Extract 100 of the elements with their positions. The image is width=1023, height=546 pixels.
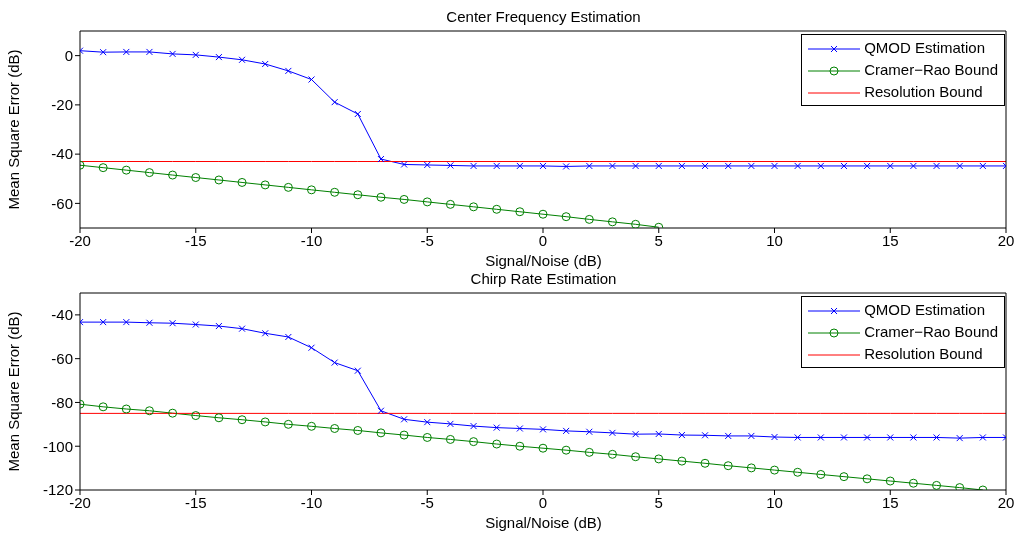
point — [469, 437, 479, 447]
x-tick-label: 5 — [654, 493, 663, 511]
point — [493, 162, 501, 170]
point — [144, 406, 154, 416]
x-tick-label: 20 — [997, 493, 1015, 511]
point — [723, 461, 733, 471]
point — [399, 194, 409, 204]
point — [192, 321, 200, 329]
point — [354, 110, 362, 118]
point — [608, 162, 616, 170]
point — [121, 404, 131, 414]
point — [237, 177, 247, 187]
x-tick-label: -10 — [300, 231, 323, 249]
point — [655, 430, 663, 438]
point — [145, 319, 153, 327]
point — [908, 478, 918, 488]
point — [631, 219, 641, 228]
point — [168, 170, 178, 180]
point — [399, 430, 409, 440]
y-tick-label: -60 — [51, 349, 73, 367]
point — [331, 359, 339, 367]
point — [307, 421, 316, 431]
point — [539, 425, 547, 433]
point — [284, 333, 292, 341]
point — [979, 433, 987, 441]
y-tick-label: -100 — [42, 437, 73, 455]
point — [98, 402, 108, 412]
point — [515, 441, 525, 451]
point — [215, 322, 223, 330]
point — [445, 434, 455, 444]
legend-label: Cramer−Rao Bound — [864, 61, 998, 78]
point — [307, 185, 316, 195]
point — [584, 447, 594, 457]
point — [678, 431, 686, 439]
point — [562, 162, 570, 170]
point — [585, 428, 593, 436]
point — [99, 318, 107, 326]
point — [817, 162, 825, 170]
point — [817, 433, 825, 441]
x-axis-title: Signal/Noise (dB) — [484, 514, 603, 532]
point — [794, 433, 802, 441]
point — [122, 48, 130, 56]
point — [308, 344, 315, 352]
y-tick-label: -120 — [42, 481, 73, 499]
x-tick-label: -5 — [420, 231, 434, 249]
point — [422, 197, 432, 207]
point — [470, 162, 478, 170]
point — [678, 162, 686, 170]
point — [376, 428, 386, 438]
y-axis-title: Mean Square Error (dB) — [5, 49, 23, 210]
point — [654, 454, 664, 464]
point — [98, 163, 108, 173]
point — [169, 50, 177, 58]
point — [886, 162, 894, 170]
point — [377, 155, 385, 163]
point — [701, 431, 709, 439]
point — [771, 162, 778, 170]
point — [885, 476, 895, 486]
point — [863, 433, 871, 441]
point — [423, 161, 431, 169]
point — [492, 439, 502, 449]
point — [515, 207, 525, 217]
x-tick-label: 5 — [654, 231, 663, 249]
point — [933, 433, 941, 441]
point — [700, 458, 710, 468]
x-tick-label: -15 — [184, 493, 207, 511]
point — [607, 217, 617, 227]
point — [631, 452, 641, 462]
point — [330, 187, 340, 197]
point — [238, 325, 246, 333]
chart-title: Center Frequency Estimation — [445, 8, 642, 26]
point — [955, 483, 965, 490]
point — [469, 202, 479, 212]
line-series — [80, 318, 1006, 442]
point — [283, 419, 293, 429]
point — [169, 319, 177, 327]
point — [283, 182, 293, 192]
x-tick-label: 10 — [766, 493, 783, 511]
point — [632, 430, 640, 438]
point — [655, 162, 663, 170]
point — [562, 427, 570, 435]
legend-label: QMOD Estimation — [864, 39, 986, 56]
point — [771, 433, 778, 441]
point — [191, 411, 201, 421]
point — [747, 162, 755, 170]
point — [956, 162, 964, 170]
point — [585, 162, 593, 170]
point — [145, 48, 153, 56]
point — [886, 433, 894, 441]
point — [909, 433, 917, 441]
point — [330, 423, 340, 433]
point — [561, 212, 571, 222]
point — [956, 434, 964, 442]
point — [538, 209, 548, 219]
y-tick-label: 0 — [64, 46, 73, 64]
point — [561, 445, 571, 455]
x-tick-label: 15 — [881, 493, 899, 511]
point — [492, 204, 502, 214]
point — [192, 51, 200, 59]
point — [584, 214, 594, 224]
